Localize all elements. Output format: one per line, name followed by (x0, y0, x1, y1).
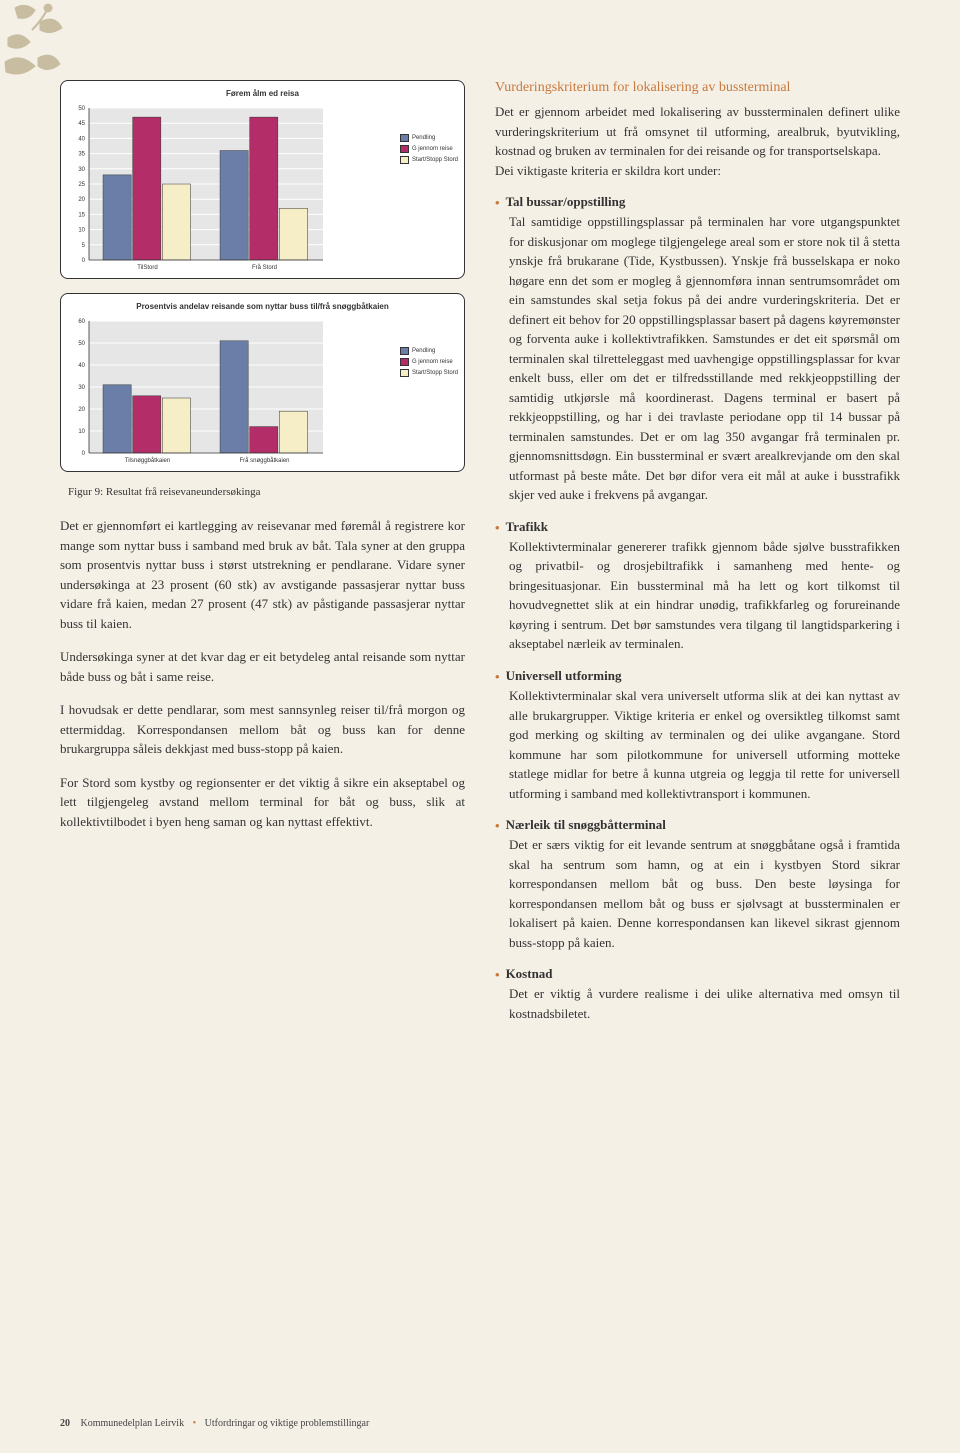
right-column: Vurderingskriterium for lokalisering av … (495, 80, 900, 1037)
svg-text:20: 20 (78, 197, 85, 203)
svg-text:40: 40 (78, 136, 85, 142)
svg-text:Frå Stord: Frå Stord (252, 264, 277, 271)
right-heading: Vurderingskriterium for lokalisering av … (495, 80, 900, 96)
bullet-title: Tal bussar/oppstilling (506, 194, 626, 210)
legend-label: Pendling (412, 135, 435, 141)
svg-text:Tilsnøggbåtkaien: Tilsnøggbåtkaien (125, 457, 170, 464)
legend-label: G jennom reise (412, 359, 453, 365)
bullet-item: • Nærleik til snøggbåtterminal Det er særs… (495, 817, 900, 952)
svg-text:30: 30 (78, 167, 85, 173)
bullet-dot-icon: • (495, 519, 500, 537)
svg-text:25: 25 (78, 182, 85, 188)
figure-caption: Figur 9: Resultat frå reisevaneundersøki… (68, 486, 465, 498)
bullet-title: Trafikk (506, 519, 548, 535)
chart-2-plot: 0 10 20 30 40 50 60 Tilsnøggbåtkaien Frå snøggbå… (67, 317, 396, 467)
legend-label: G jennom reise (412, 146, 453, 152)
legend-item: Start/Stopp Stord (400, 369, 458, 377)
body-paragraph: Undersøkinga syner at det kvar dag er ei… (60, 647, 465, 686)
bullet-title: Kostnad (506, 966, 553, 982)
body-paragraph: Det er gjennomført ei kartlegging av rei… (60, 516, 465, 633)
bullet-body: Det er særs viktig for eit levande sentr… (509, 835, 900, 952)
bullet-body: Kollektivterminalar genererer trafikk gj… (509, 537, 900, 654)
page: Førem ålm ed reisa 0 5 10 15 20 25 30 35 40 45 50 T… (0, 0, 960, 1453)
svg-text:10: 10 (78, 429, 85, 435)
body-paragraph: For Stord som kystby og regionsenter er … (60, 773, 465, 832)
chart-2-title: Prosentvis andelav reisande som nyttar b… (67, 302, 458, 311)
footer-section: Utfordringar og viktige problemstillinga… (205, 1418, 370, 1429)
svg-text:40: 40 (78, 363, 85, 369)
svg-text:15: 15 (78, 212, 85, 218)
chart-1-plot: 0 5 10 15 20 25 30 35 40 45 50 TilStord Frå Stord (67, 104, 396, 274)
legend-swatch (400, 369, 409, 377)
legend-item: G jennom reise (400, 145, 458, 153)
svg-text:60: 60 (78, 319, 85, 325)
legend-swatch (400, 358, 409, 366)
left-body-text: Det er gjennomført ei kartlegging av rei… (60, 516, 465, 831)
chart-1-box: Førem ålm ed reisa 0 5 10 15 20 25 30 35 40 45 50 T… (60, 80, 465, 279)
chart-1-title: Førem ålm ed reisa (67, 89, 458, 98)
bullet-list: • Tal bussar/oppstilling Tal samtidige opp… (495, 194, 900, 1023)
svg-text:50: 50 (78, 341, 85, 347)
legend-label: Start/Stopp Stord (412, 157, 458, 163)
page-number: 20 (60, 1418, 70, 1429)
legend-item: Start/Stopp Stord (400, 156, 458, 164)
content-columns: Førem ålm ed reisa 0 5 10 15 20 25 30 35 40 45 50 T… (60, 80, 900, 1037)
legend-swatch (400, 156, 409, 164)
bullet-dot-icon: • (495, 668, 500, 686)
legend-item: Pendling (400, 134, 458, 142)
legend-swatch (400, 347, 409, 355)
svg-text:TilStord: TilStord (137, 265, 157, 271)
right-intro: Det er gjennom arbeidet med lokalisering… (495, 102, 900, 180)
svg-text:0: 0 (82, 258, 86, 264)
footer-doc: Kommunedelplan Leirvik (81, 1418, 185, 1429)
bullet-title: Nærleik til snøggbåtterminal (506, 817, 666, 833)
legend-swatch (400, 145, 409, 153)
leaf-decoration-icon (0, 0, 110, 100)
bullet-item: • Kostnad Det er viktig å vurdere realisme… (495, 966, 900, 1023)
svg-text:5: 5 (82, 243, 86, 249)
bullet-body: Det er viktig å vurdere realisme i dei u… (509, 984, 900, 1023)
svg-text:0: 0 (82, 451, 86, 457)
bullet-dot-icon: • (495, 194, 500, 212)
bullet-dot-icon: • (495, 817, 500, 835)
svg-text:35: 35 (78, 152, 85, 158)
svg-text:30: 30 (78, 385, 85, 391)
chart-2-box: Prosentvis andelav reisande som nyttar b… (60, 293, 465, 472)
svg-text:50: 50 (78, 106, 85, 112)
svg-text:20: 20 (78, 407, 85, 413)
left-column: Førem ålm ed reisa 0 5 10 15 20 25 30 35 40 45 50 T… (60, 80, 465, 1037)
svg-text:45: 45 (78, 121, 85, 127)
body-paragraph: I hovudsak er dette pendlarar, som mest … (60, 700, 465, 759)
bullet-body: Kollektivterminalar skal vera universelt… (509, 686, 900, 803)
bullet-body: Tal samtidige oppstillingsplassar på ter… (509, 212, 900, 505)
svg-text:10: 10 (78, 228, 85, 234)
legend-item: Pendling (400, 347, 458, 355)
legend-label: Pendling (412, 348, 435, 354)
bullet-title: Universell utforming (506, 668, 622, 684)
svg-text:Frå snøggbåtkaien: Frå snøggbåtkaien (239, 457, 289, 464)
chart-2-legend: Pendling G jennom reise Start/Stopp Stord (400, 317, 458, 377)
bullet-dot-icon: • (495, 966, 500, 984)
chart-1-legend: Pendling G jennom reise Start/Stopp Stord (400, 104, 458, 164)
legend-label: Start/Stopp Stord (412, 370, 458, 376)
legend-swatch (400, 134, 409, 142)
legend-item: G jennom reise (400, 358, 458, 366)
bullet-item: • Trafikk Kollektivterminalar genererer tr… (495, 519, 900, 654)
footer-separator: • (193, 1418, 197, 1429)
footer: 20 Kommunedelplan Leirvik • Utfordringar… (60, 1418, 369, 1429)
bullet-item: • Tal bussar/oppstilling Tal samtidige opp… (495, 194, 900, 505)
bullet-item: • Universell utforming Kollektivterminalar… (495, 668, 900, 803)
